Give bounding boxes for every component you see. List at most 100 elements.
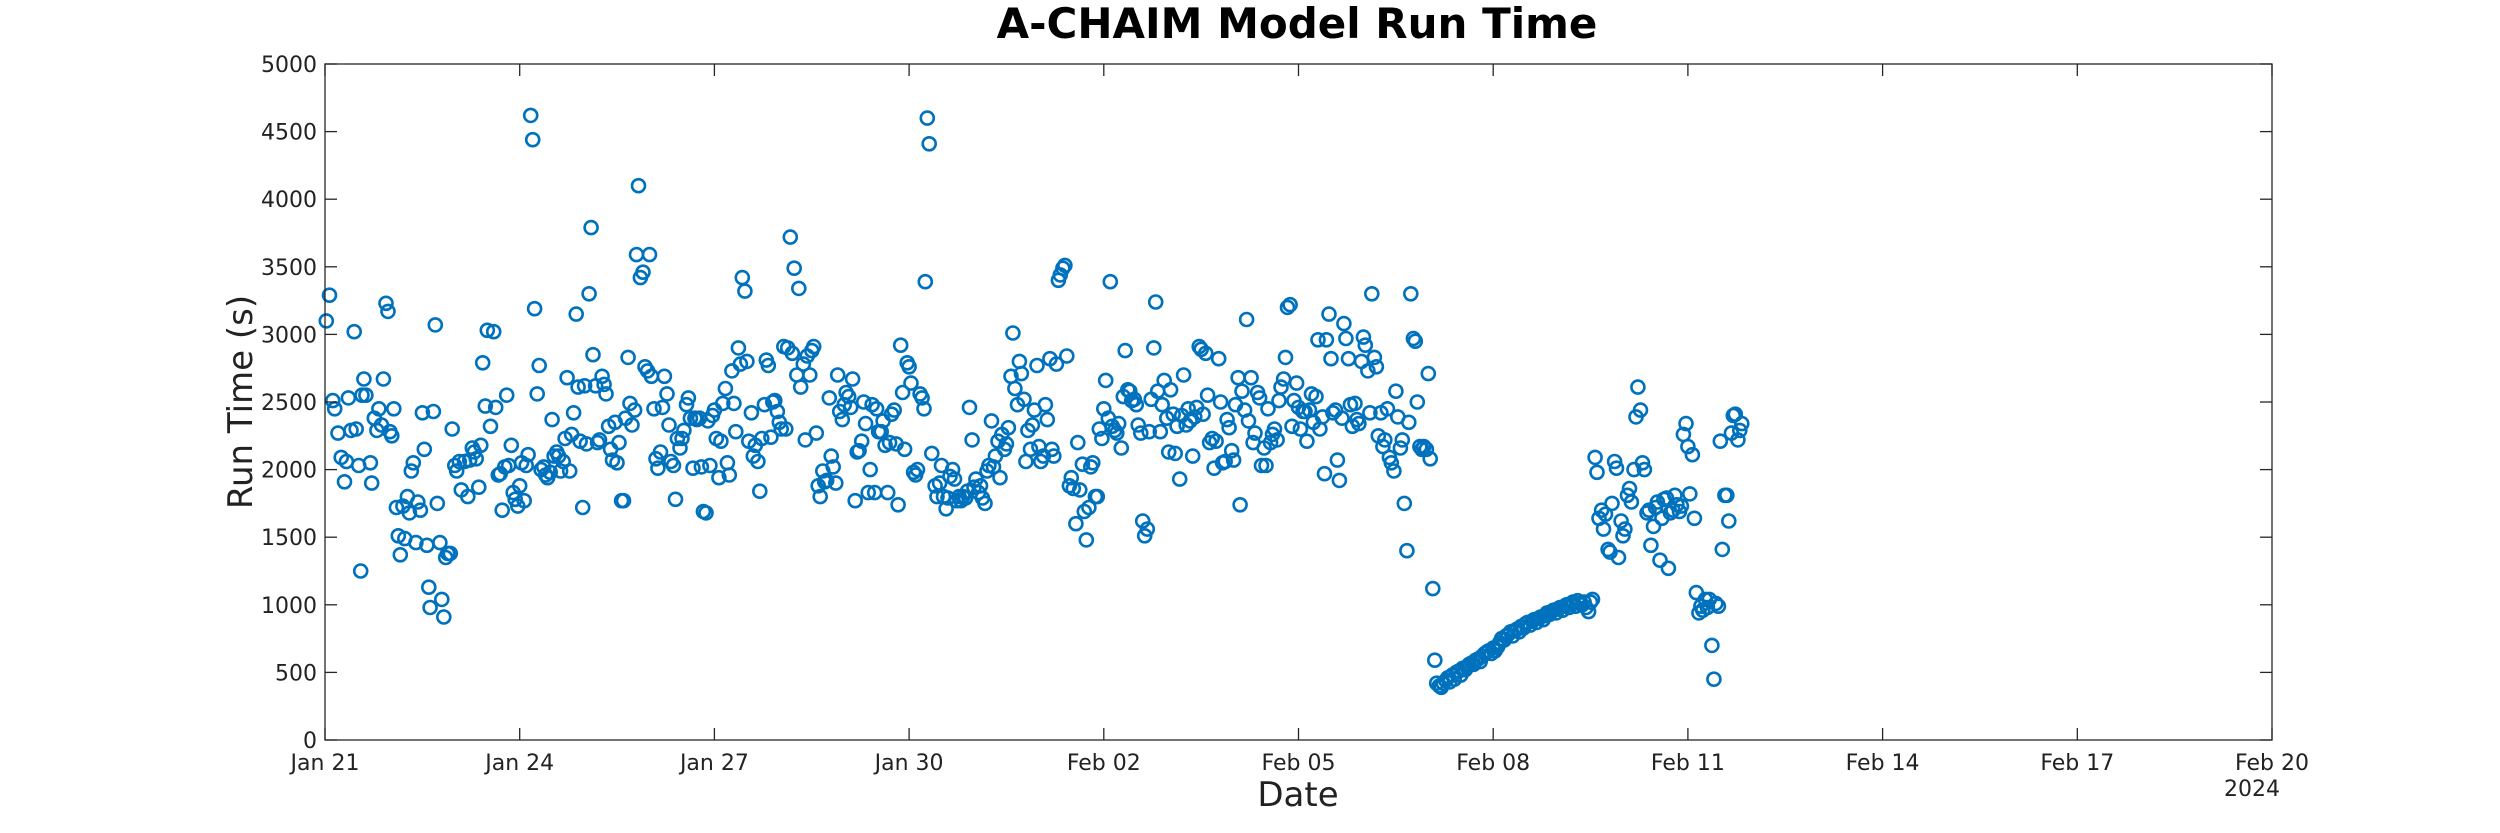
- data-point: [1097, 372, 1114, 389]
- data-point: [1310, 331, 1326, 348]
- data-point: [1684, 446, 1701, 463]
- data-point: [818, 472, 835, 489]
- data-point: [1070, 434, 1086, 451]
- data-point: [784, 345, 801, 362]
- data-point: [1186, 409, 1203, 425]
- data-point: [881, 434, 898, 451]
- data-point: [1719, 487, 1735, 504]
- data-point: [425, 403, 442, 420]
- data-point: [827, 475, 844, 491]
- data-point: [992, 469, 1008, 486]
- data-point: [1386, 463, 1402, 479]
- data-point: [507, 491, 524, 508]
- data-point: [1377, 432, 1393, 448]
- data-point: [1072, 482, 1088, 498]
- data-point: [498, 387, 515, 404]
- data-point: [1606, 453, 1623, 470]
- data-point: [855, 394, 872, 410]
- data-point: [388, 499, 405, 516]
- data-point: [1407, 333, 1424, 350]
- data-point: [1634, 454, 1651, 471]
- data-point: [769, 403, 786, 420]
- data-point: [938, 500, 954, 517]
- data-point: [409, 494, 426, 510]
- data-point: [1284, 418, 1300, 435]
- data-point: [1420, 365, 1437, 382]
- data-point: [1247, 425, 1263, 441]
- data-point: [544, 411, 560, 428]
- data-point: [674, 430, 690, 447]
- data-point: [1364, 285, 1380, 302]
- data-point: [552, 463, 569, 479]
- data-point: [946, 471, 963, 487]
- year-label: 2024: [2224, 777, 2280, 802]
- data-point: [371, 400, 387, 417]
- data-point: [693, 459, 710, 475]
- y-tick-label: 5000: [261, 53, 317, 78]
- data-point: [585, 346, 601, 363]
- data-point: [734, 269, 751, 286]
- data-point: [864, 396, 880, 413]
- data-point: [665, 457, 682, 474]
- data-point: [685, 460, 701, 477]
- data-point: [890, 496, 906, 513]
- data-point: [1134, 513, 1151, 529]
- y-axis-label: Run Time (s): [221, 295, 261, 509]
- data-point: [773, 421, 790, 437]
- data-point: [743, 404, 760, 421]
- plot-area: [318, 63, 2273, 741]
- data-point: [1266, 421, 1283, 437]
- y-tick-label: 4500: [261, 121, 317, 146]
- data-point: [1130, 417, 1146, 433]
- data-point: [1329, 452, 1346, 468]
- data-point: [1357, 337, 1374, 354]
- data-point: [1394, 432, 1411, 448]
- data-point: [860, 484, 877, 501]
- data-point: [482, 418, 499, 435]
- data-point: [1282, 296, 1298, 313]
- data-point: [451, 453, 468, 470]
- data-point: [1057, 257, 1073, 274]
- data-point: [1109, 425, 1125, 441]
- data-point: [435, 609, 452, 625]
- data-point: [1587, 449, 1603, 466]
- data-point: [795, 356, 812, 372]
- y-axis: 0 500 1000 1500 2000 2500 3000 3500 4000 4500 5000: [261, 53, 2272, 754]
- data-point: [1379, 400, 1396, 417]
- data-point: [1154, 396, 1170, 413]
- data-point: [522, 107, 539, 124]
- data-point: [635, 264, 651, 281]
- data-point: [1347, 395, 1363, 412]
- data-point: [472, 437, 489, 454]
- data-point: [1340, 350, 1357, 367]
- data-point: [829, 367, 846, 383]
- data-point: [1113, 440, 1130, 456]
- data-point: [1334, 410, 1350, 427]
- data-point: [840, 388, 857, 405]
- data-point: [678, 396, 695, 413]
- data-point: [726, 395, 742, 412]
- data-point: [1418, 441, 1435, 458]
- data-point: [630, 177, 647, 194]
- data-point: [1409, 394, 1426, 410]
- data-point: [1658, 490, 1675, 506]
- data-point: [821, 390, 838, 406]
- data-point: [777, 421, 794, 437]
- data-point: [444, 421, 461, 437]
- data-point: [511, 477, 528, 494]
- data-point: [598, 386, 614, 402]
- data-point: [698, 505, 714, 521]
- data-point: [903, 375, 919, 391]
- data-point: [1184, 448, 1201, 464]
- x-tick-label: Feb 14: [1846, 751, 1920, 776]
- x-tick-label: Feb 05: [1262, 751, 1336, 776]
- y-tick-label: 3500: [261, 256, 317, 281]
- data-point: [318, 313, 335, 329]
- data-point: [1221, 419, 1237, 436]
- data-point: [416, 441, 433, 458]
- data-point: [1730, 432, 1746, 448]
- data-point: [1065, 480, 1082, 497]
- data-point: [656, 368, 673, 385]
- data-point: [1714, 541, 1731, 558]
- data-point: [1392, 440, 1409, 456]
